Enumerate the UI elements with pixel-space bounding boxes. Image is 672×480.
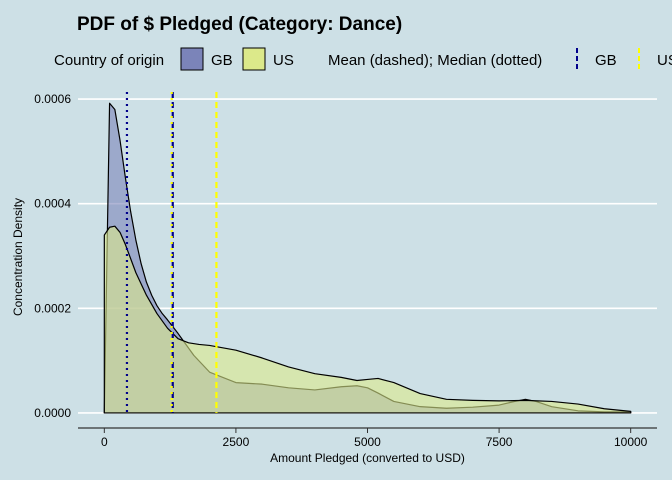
reference-lines [125,92,218,413]
x-tick-label-3: 7500 [486,435,513,449]
legend-line-label-gb: GB [595,52,617,69]
density-area-us [103,225,632,414]
x-tick-label-2: 5000 [354,435,381,449]
y-axis-title: Concentration Density [11,198,25,316]
y-tick-label-0: 0.0000 [34,406,71,420]
x-tick-label-1: 2500 [223,435,250,449]
x-tick-label-0: 0 [101,435,108,449]
y-tick-label-3: 0.0006 [34,92,71,106]
legend-lines-title: Mean (dashed); Median (dotted) [328,52,542,69]
legend-key-gb [180,47,204,71]
x-tick-label-4: 10000 [614,435,648,449]
legend-line-label-us: US [657,52,672,69]
legend-key-us [242,47,266,71]
axes: 0 2500 5000 7500 10000 0.0000 0.0002 0.0004 0.00… [34,92,657,449]
chart-title: PDF of $ Pledged (Category: Dance) [77,14,402,35]
legend-fill-title: Country of origin [54,52,164,69]
density-areas [103,102,632,414]
y-tick-label-2: 0.0004 [34,197,71,211]
x-axis-title: Amount Pledged (converted to USD) [270,451,465,465]
legend-label-us: US [273,52,294,69]
legend-label-gb: GB [211,52,233,69]
y-tick-label-1: 0.0002 [34,301,71,315]
legend: Country of origin GB US Mean (dashed); M… [54,47,672,71]
